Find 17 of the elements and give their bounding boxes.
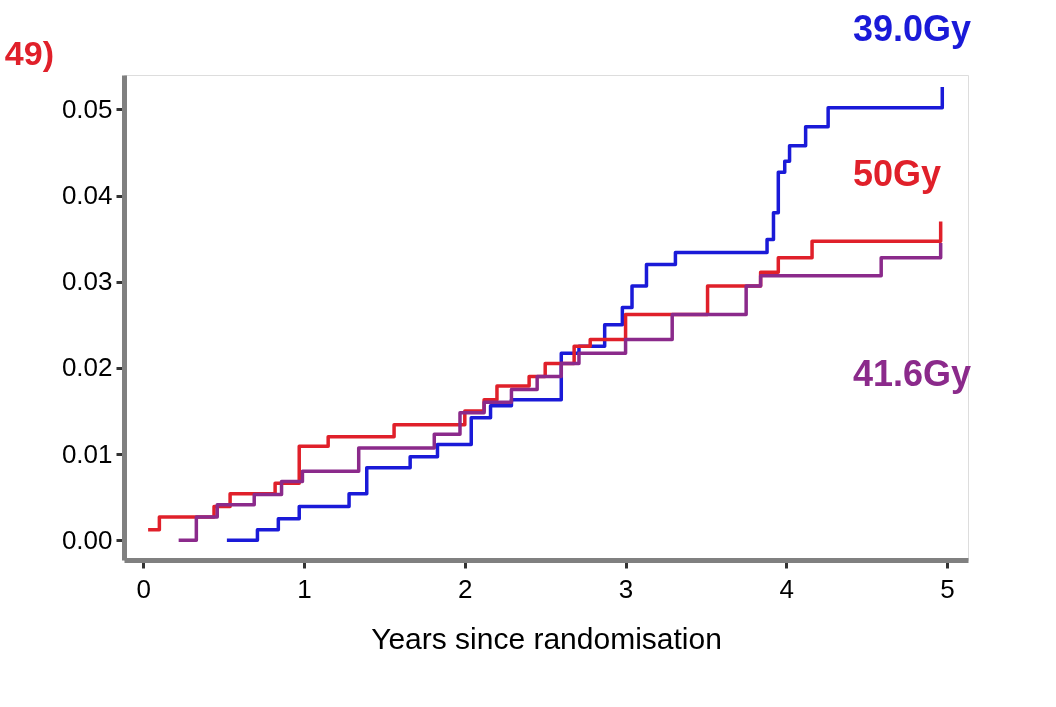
y-tick-label: 0.03 xyxy=(61,266,113,297)
series-label: 39.0Gy xyxy=(853,8,972,49)
y-tick-label: 0.04 xyxy=(61,180,113,211)
y-tick-label: 0.05 xyxy=(61,93,113,124)
text: 41.6Gy xyxy=(853,353,972,394)
x-tick-label: 5 xyxy=(940,573,955,604)
series-label: 50Gy xyxy=(853,153,942,194)
x-tick-label: 1 xyxy=(297,573,312,604)
x-tick-label: 0 xyxy=(136,573,152,604)
x-tick-label: 2 xyxy=(458,573,473,604)
x-axis-title: Years since randomisation xyxy=(371,621,722,655)
y-tick-label: 0.01 xyxy=(61,438,113,469)
y-tick-label: 0.00 xyxy=(61,524,113,555)
x-tick-label: 3 xyxy=(618,573,634,604)
y-tick-label: 0.02 xyxy=(61,352,113,383)
x-tick-label: 4 xyxy=(779,573,795,604)
chart-title: 49) xyxy=(4,34,54,72)
